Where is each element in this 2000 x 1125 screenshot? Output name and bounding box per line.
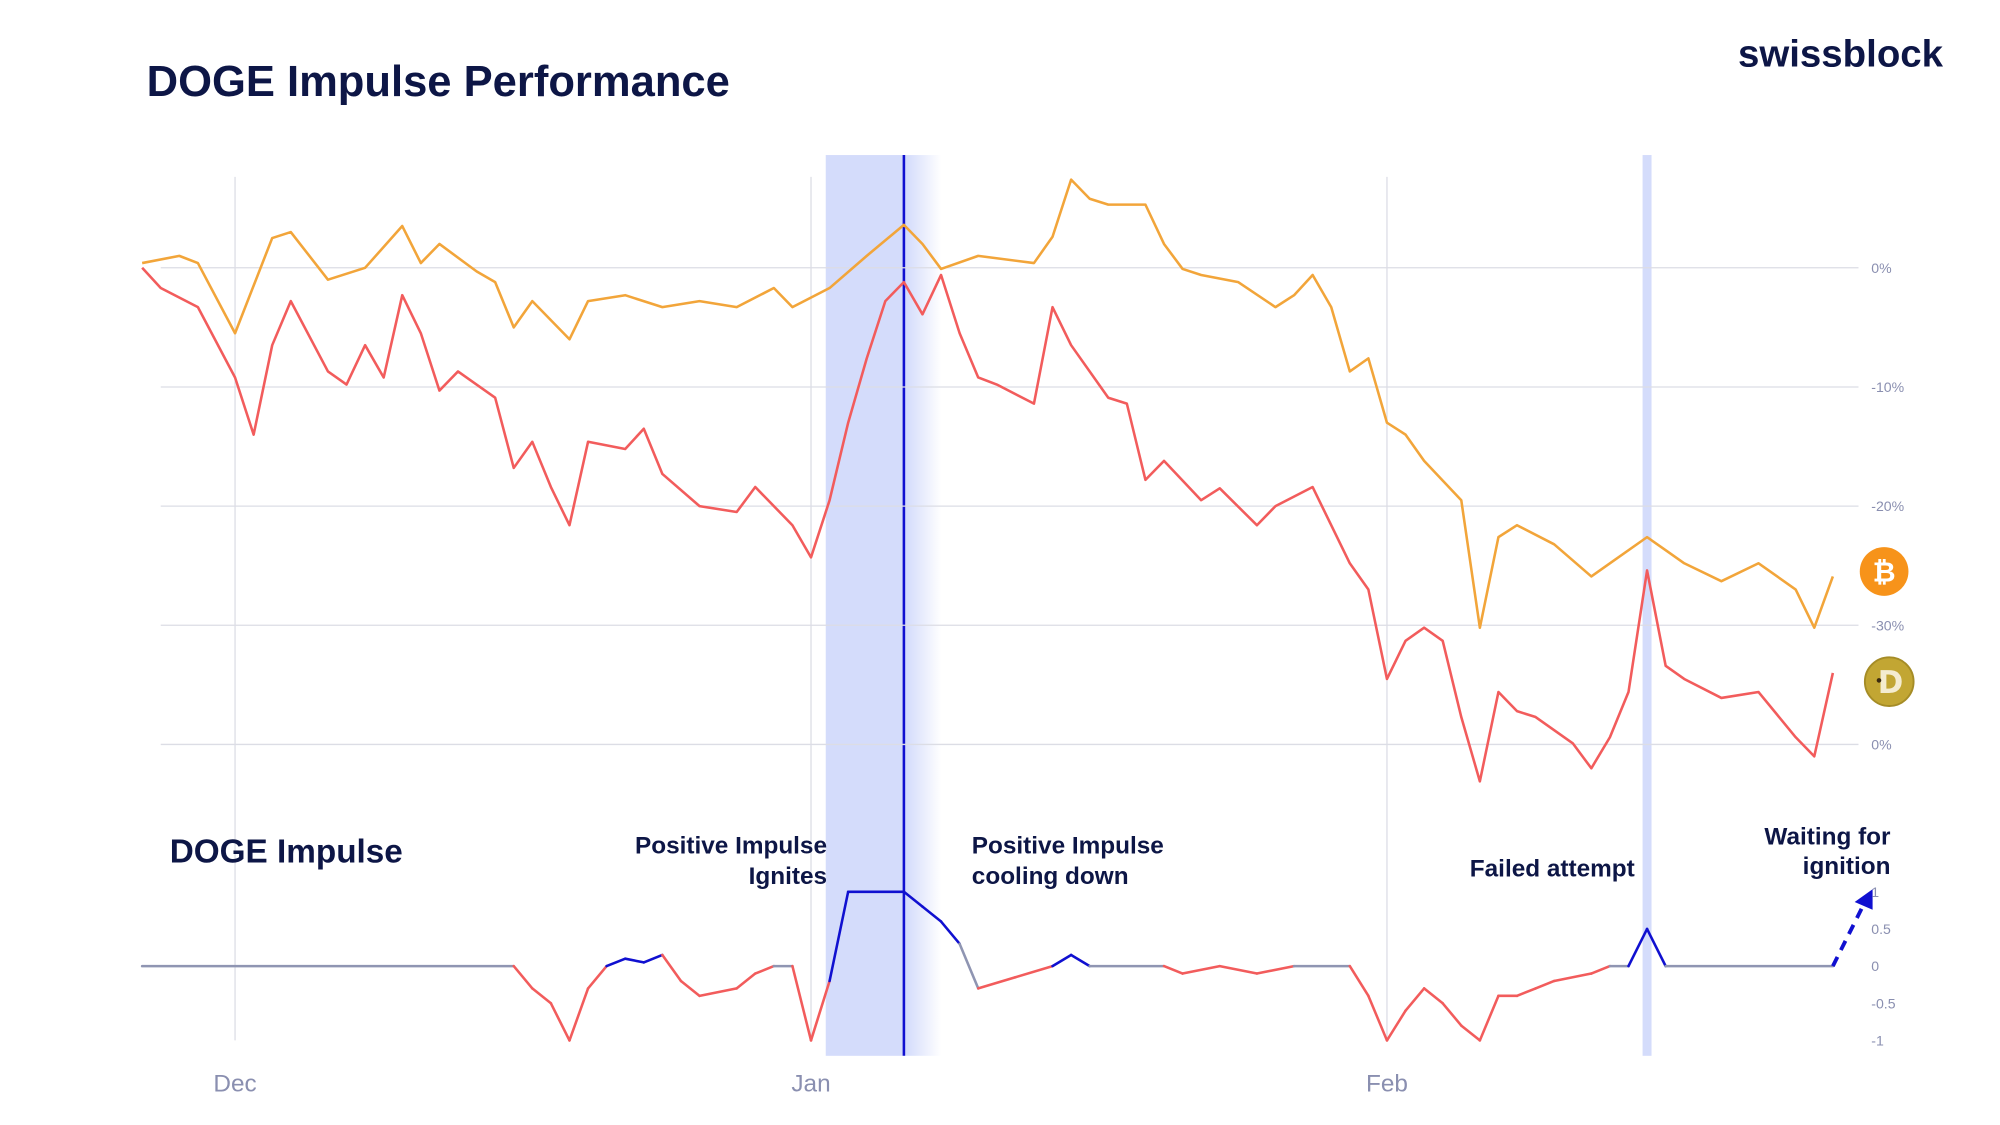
impulse-segment (1348, 964, 1370, 998)
impulse-panel-title: DOGE Impulse (170, 833, 403, 870)
svg-text:₿: ₿ (1873, 556, 1896, 589)
x-tick-label: Dec (213, 1071, 256, 1098)
impulse-segment (1255, 964, 1296, 975)
y-tick-label: -10% (1871, 379, 1904, 395)
annotation-ignites-line1: Positive Impulse (635, 832, 827, 859)
impulse-segment (642, 953, 664, 964)
annotation-cooling-line2: cooling down (972, 863, 1129, 890)
impulse-segment (1181, 964, 1222, 975)
impulse-segment (939, 920, 961, 946)
impulse-segment (698, 987, 738, 998)
annotation-cooling-line1: Positive Impulse (972, 832, 1164, 859)
impulse-segment (902, 890, 924, 908)
svg-text:D: D (1878, 665, 1904, 701)
impulse-segment (958, 942, 980, 990)
annotation-waiting-line2: ignition (1803, 853, 1891, 880)
impulse-segment (1069, 953, 1091, 968)
impulse-segment (828, 890, 850, 983)
impulse-segment (1534, 979, 1556, 990)
impulse-y-tick-label: 0 (1871, 958, 1879, 974)
bitcoin-icon: ₿ (1859, 547, 1909, 596)
impulse-segment (791, 964, 813, 1042)
impulse-segment (1385, 1009, 1407, 1042)
impulse-segment (1441, 1001, 1463, 1027)
swissblock-logo: swissblock (1738, 33, 1944, 76)
projection-dashed-line (1831, 901, 1867, 967)
impulse-y-tick-label: 1 (1871, 884, 1879, 900)
impulse-segment (1014, 964, 1054, 979)
impulse-y-tick-label: 0.5 (1871, 921, 1891, 937)
axis-ticks: Dec Jan Feb 0% -10% -20% -30% 0% 1 0.5 0 -0.5 -1 (213, 260, 1904, 1098)
impulse-segment (1515, 987, 1537, 998)
x-tick-label: Jan (791, 1071, 830, 1098)
impulse-segment (1404, 987, 1426, 1012)
impulse-segment (1627, 927, 1649, 968)
doge-line (141, 266, 1835, 783)
impulse-segment (549, 1001, 571, 1042)
annotation-ignites-line2: Ignites (749, 863, 827, 890)
impulse-y-tick-label: -0.5 (1871, 995, 1895, 1011)
impulse-segment (1459, 1024, 1482, 1042)
impulse-segment (1422, 987, 1444, 1005)
impulse-segment (809, 979, 831, 1042)
impulse-segment (623, 957, 646, 964)
impulse-segment (1051, 953, 1073, 968)
annotation-failed: Failed attempt (1470, 855, 1635, 882)
impulse-segment (921, 905, 943, 923)
impulse-segment (735, 972, 757, 990)
impulse-y-tick-label: -1 (1871, 1033, 1884, 1049)
annotation-waiting-line1: Waiting for (1764, 823, 1891, 850)
x-tick-label: Feb (1366, 1071, 1408, 1098)
series-lines (140, 178, 1873, 1042)
btc-line (141, 178, 1835, 630)
impulse-segment (753, 964, 776, 975)
chart-title: DOGE Impulse Performance (147, 58, 730, 106)
y-tick-label: 0% (1871, 737, 1892, 753)
impulse-segment (568, 987, 590, 1042)
impulse-segment (605, 957, 627, 968)
impulse-segment (512, 964, 534, 990)
impulse-segment (1367, 994, 1389, 1042)
dogecoin-icon: D (1863, 656, 1915, 707)
grid (160, 176, 1859, 1041)
impulse-segment (1162, 964, 1184, 975)
impulse-segment (976, 975, 1017, 990)
impulse-segment (531, 987, 553, 1005)
impulse-segment (1645, 927, 1667, 968)
impulse-segment (1590, 964, 1612, 975)
y-tick-label: -30% (1871, 617, 1904, 633)
impulse-segment (1478, 994, 1500, 1042)
impulse-segment (1552, 972, 1593, 983)
projection-arrowhead-icon (1854, 889, 1873, 910)
highlight-band (1642, 155, 1652, 1056)
impulse-segment (679, 979, 701, 998)
impulse-segment (1218, 964, 1259, 975)
y-tick-label: -20% (1871, 498, 1904, 514)
impulse-segment (661, 953, 683, 983)
impulse-segment (586, 964, 608, 990)
y-tick-label: 0% (1871, 260, 1892, 276)
highlight-bands (825, 155, 1652, 1056)
